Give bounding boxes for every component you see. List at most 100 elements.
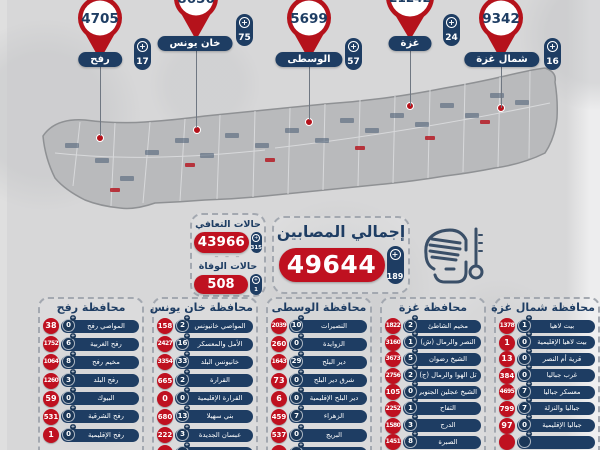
plus-circle-icon: + (412, 414, 418, 421)
locality-pill: 1 + التفاح (403, 397, 481, 416)
deaths-new-badge: +1 (250, 274, 262, 295)
governorate-pin-label: شمال غزة (464, 52, 540, 67)
locality-row: 97 0 + جباليا الإقليمية (499, 414, 595, 434)
locality-label: المواصي خانيونس (194, 321, 246, 330)
locality-pill: 7 + معسكر جباليا (517, 380, 595, 399)
locality-pill: 0 + رفح الإقليمية (61, 423, 139, 442)
locality-total-badge: 158 (157, 318, 173, 334)
locality-row: 1 0 + بيت لاهيا الإقليمية (499, 331, 595, 351)
recovered-new-badge: +315 (250, 232, 262, 253)
locality-total-badge: 59 (43, 390, 59, 407)
locality-new-badge: 2 (404, 318, 417, 332)
locality-row: 384 0 + غرب جباليا (499, 364, 595, 384)
locality-label: رفح الغربية (90, 339, 122, 348)
plus-circle-icon: + (239, 17, 250, 28)
locality-pill: 0 + دير البلح الإقليمية (289, 387, 367, 406)
locality-row: 665 2 + القرارة (157, 369, 253, 389)
locality-row: 260 0 + الزوايدة (271, 332, 367, 353)
locality-total-badge: 537 (271, 427, 287, 444)
plus-circle-icon: + (412, 314, 418, 321)
plus-circle-icon: + (526, 364, 532, 371)
locality-row: 1580 3 + الدرج (385, 414, 481, 434)
locality-total-badge: 1580 (385, 417, 401, 434)
locality-new-badge: 2 (176, 318, 189, 332)
locality-total-badge: 2252 (385, 400, 401, 417)
plus-circle-icon: + (184, 314, 190, 321)
locality-label: الشيخ رضوان (428, 354, 468, 363)
locality-pill: 13 + بني سهيلا (175, 405, 253, 424)
locality-pill: 1 + بيت لاهيا (517, 314, 595, 333)
plus-circle-icon: + (446, 17, 457, 28)
plus-circle-icon: + (526, 430, 532, 437)
plus-circle-icon: + (252, 234, 261, 242)
locality-total-badge (157, 445, 173, 450)
governorate-pin-label: غزة (388, 36, 432, 51)
deaths-label: حالات الوفاة (198, 261, 258, 272)
locality-pill: 7 + جباليا والنزلة (517, 397, 595, 416)
locality-total-badge: 665 (157, 372, 173, 389)
plus-circle-icon: + (526, 314, 532, 321)
locality-new-badge (518, 434, 531, 448)
locality-label: جباليا والنزلة (544, 404, 580, 413)
locality-total-badge: 1378 (499, 318, 515, 334)
locality-label: دير البلح (322, 357, 346, 366)
locality-pill: 0 + رفح الشرقية (61, 405, 139, 424)
locality-pill: 29 + دير البلح (289, 350, 367, 369)
locality-row: 531 0 + رفح الشرقية (43, 405, 139, 425)
new-cases-count: 17 (136, 57, 149, 67)
locality-label: الشيخ عجلين الجنوبي (419, 387, 477, 396)
new-cases-pill: +75 (236, 14, 253, 46)
locality-label: جباليا الإقليمية (542, 421, 582, 430)
locality-label: خانيونس البلد (200, 357, 240, 366)
plus-circle-icon: + (412, 380, 418, 387)
plus-circle-icon: + (526, 380, 532, 387)
locality-pill: 0 + بيت لاهيا الإقليمية (517, 331, 595, 350)
governorate-pin-label: رفح (78, 52, 122, 67)
governorate-column-wusta: محافظة الوسطى 2039 10 + النصيرات 260 0 +… (266, 297, 372, 450)
locality-new-badge: 8 (62, 354, 75, 368)
locality-total-badge: 3354 (157, 354, 173, 371)
locality-pill: + (517, 430, 595, 449)
plus-circle-icon: + (70, 423, 76, 430)
locality-new-badge: 0 (518, 368, 531, 382)
map-pin-icon: 21242 (386, 0, 434, 40)
locality-row: 1260 3 + رفح البلد (43, 369, 139, 389)
plus-circle-icon: + (184, 387, 190, 394)
locality-total-badge: 222 (157, 427, 173, 444)
locality-label: رفح البلد (93, 376, 119, 385)
plus-circle-icon: + (526, 347, 532, 354)
locality-total-badge: 459 (271, 408, 287, 425)
locality-total-badge: 73 (271, 372, 287, 389)
governorate-pin-label: الوسطى (275, 52, 343, 67)
locality-total-badge: 4695 (499, 384, 515, 401)
locality-label: بيت لاهيا (549, 321, 575, 330)
plus-circle-icon: + (70, 314, 76, 321)
plus-circle-icon: + (348, 41, 359, 52)
locality-new-badge: 1 (404, 401, 417, 415)
plus-circle-icon: + (70, 405, 76, 412)
plus-circle-icon: + (298, 332, 304, 339)
locality-label: البيوك (97, 394, 115, 403)
locality-row: 1822 2 + مخيم الشاطئ (385, 314, 481, 334)
locality-label: شرق دير البلح (313, 376, 355, 385)
locality-label: عبسان الجديدة (198, 430, 242, 439)
locality-new-badge: 0 (62, 391, 75, 405)
locality-total-badge (499, 434, 515, 450)
locality-rows: 1378 1 + بيت لاهيا 1 0 + بيت لاهيا الإقل… (499, 314, 595, 450)
locality-pill: 33 + خانيونس البلد (175, 350, 253, 369)
governorate-column-north-gaza: محافظة شمال غزة 1378 1 + بيت لاهيا 1 0 +… (491, 297, 600, 450)
locality-label: معسكر جباليا (543, 387, 581, 396)
new-cases-count: 75 (238, 33, 251, 43)
total-infected-label: إجمالي المصابين (276, 223, 406, 241)
new-cases-count: 57 (347, 57, 360, 67)
recovery-death-box: حالات التعافي 43966 +315 – – – حالات الو… (190, 213, 266, 297)
locality-pill: 2 + المواصي خانيونس (175, 314, 253, 333)
locality-label: القرارة (210, 376, 230, 385)
locality-total-badge (271, 445, 287, 450)
map-red-chips (110, 120, 490, 192)
locality-row: 1378 1 + بيت لاهيا (499, 314, 595, 334)
locality-total-badge: 0 (157, 390, 173, 407)
deaths-count: 508 (194, 275, 248, 294)
locality-row: 799 7 + جباليا والنزلة (499, 397, 595, 417)
plus-circle-icon: + (298, 423, 304, 430)
